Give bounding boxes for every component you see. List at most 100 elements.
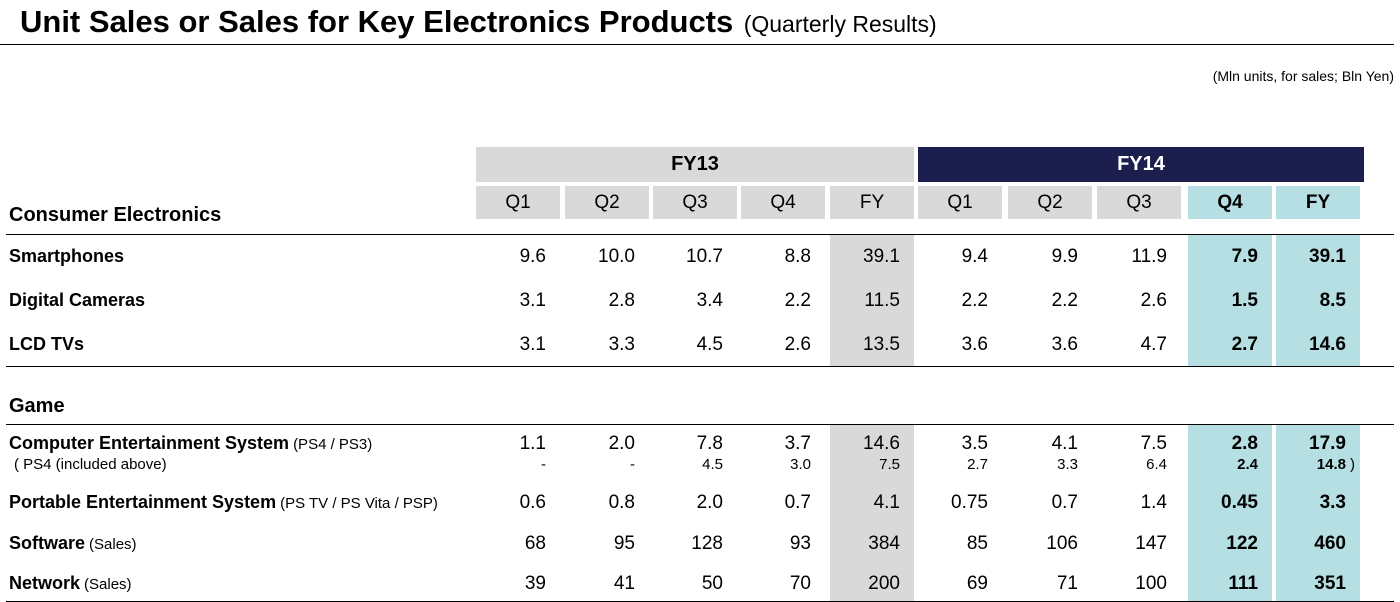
- table-cell: 3.3: [1319, 492, 1346, 513]
- title-main: Unit Sales or Sales for Key Electronics …: [20, 4, 734, 39]
- sub-table-cell: 3.3: [1057, 456, 1078, 473]
- table-cell: 13.5: [863, 334, 900, 355]
- column-header-fy13-q1: Q1: [476, 186, 560, 219]
- table-cell: 351: [1314, 573, 1346, 594]
- table-cell: 2.2: [1051, 290, 1078, 311]
- fy13-total-column-band: [830, 424, 914, 602]
- table-cell: 39.1: [863, 246, 900, 267]
- fy14-total-column-band: [1276, 424, 1360, 602]
- table-cell: 39.1: [1309, 246, 1346, 267]
- fy14-q4-column-band: [1188, 424, 1272, 602]
- table-cell: 1.5: [1231, 290, 1258, 311]
- table-cell: 0.7: [1051, 492, 1078, 513]
- row-label-text: Network: [9, 573, 81, 593]
- page-title: Unit Sales or Sales for Key Electronics …: [20, 4, 937, 46]
- table-cell: 14.6: [1309, 334, 1346, 355]
- table-cell: 100: [1135, 573, 1167, 594]
- table-cell: 3.1: [519, 290, 546, 311]
- table-cell: 2.7: [1231, 334, 1258, 355]
- table-cell: 106: [1046, 533, 1078, 554]
- table-cell: 0.75: [951, 492, 988, 513]
- table-cell: 147: [1135, 533, 1167, 554]
- table-cell: 10.0: [598, 246, 635, 267]
- table-cell: 2.2: [961, 290, 988, 311]
- section-title: Game: [9, 395, 65, 417]
- fy14-q4-column-band: [1188, 235, 1272, 366]
- sub-table-cell: 14.8: [1316, 456, 1346, 473]
- table-cell: 39: [524, 573, 546, 594]
- table-cell: 3.7: [784, 433, 811, 454]
- table-rule: [6, 424, 1394, 425]
- table-cell: 4.5: [696, 334, 723, 355]
- table-cell: 4.7: [1140, 334, 1167, 355]
- table-cell: 50: [701, 573, 723, 594]
- sub-table-cell: 7.5: [879, 456, 900, 473]
- row-label: Portable Entertainment System (PS TV / PS…: [9, 492, 438, 513]
- row-label-text: LCD TVs: [9, 334, 85, 354]
- units-note: (Mln units, for sales; Bln Yen): [1212, 68, 1394, 84]
- table-cell: 9.9: [1051, 246, 1078, 267]
- table-cell: 0.6: [519, 492, 546, 513]
- sub-table-cell: -: [541, 456, 546, 473]
- row-label: Digital Cameras: [9, 290, 145, 311]
- row-label: LCD TVs: [9, 334, 84, 355]
- column-header-fy13-fy: FY: [830, 186, 914, 219]
- table-cell: 68: [524, 533, 546, 554]
- table-cell: 3.3: [608, 334, 635, 355]
- table-cell: 3.4: [696, 290, 723, 311]
- table-cell: 2.8: [608, 290, 635, 311]
- row-label: Computer Entertainment System (PS4 / PS3): [9, 433, 372, 454]
- table-cell: 9.4: [961, 246, 988, 267]
- row-label-note: (Sales): [89, 536, 137, 553]
- title-divider: [0, 44, 1394, 45]
- table-cell: 85: [966, 533, 988, 554]
- row-label-text: Software: [9, 533, 86, 553]
- fy14-total-column-band: [1276, 235, 1360, 366]
- table-cell: 70: [789, 573, 811, 594]
- table-cell: 0.8: [608, 492, 635, 513]
- table-cell: 7.9: [1231, 246, 1258, 267]
- sub-table-cell: 6.4: [1146, 456, 1167, 473]
- table-cell: 460: [1314, 533, 1346, 554]
- table-cell: 8.5: [1319, 290, 1346, 311]
- table-cell: 200: [868, 573, 900, 594]
- table-rule: [6, 366, 1394, 367]
- row-label-note: (Sales): [84, 576, 132, 593]
- table-cell: 2.8: [1231, 433, 1258, 454]
- sub-row-label: ( PS4 (included above): [14, 456, 167, 473]
- table-cell: 0.7: [784, 492, 811, 513]
- column-header-fy14-q4: Q4: [1188, 186, 1272, 219]
- table-cell: 3.6: [961, 334, 988, 355]
- sub-row-close-paren: ): [1350, 456, 1355, 473]
- table-cell: 8.8: [784, 246, 811, 267]
- table-cell: 14.6: [863, 433, 900, 454]
- table-cell: 93: [789, 533, 811, 554]
- row-label-note: (PS4 / PS3): [293, 436, 373, 453]
- fy13-total-column-band: [830, 235, 914, 366]
- row-label-text: Portable Entertainment System: [9, 492, 277, 512]
- sub-table-cell: -: [630, 456, 635, 473]
- fiscal-year-header-fy14: FY14: [918, 147, 1364, 182]
- sub-table-cell: 2.7: [967, 456, 988, 473]
- table-cell: 10.7: [686, 246, 723, 267]
- table-cell: 95: [613, 533, 635, 554]
- table-cell: 7.5: [1140, 433, 1167, 454]
- row-label: Smartphones: [9, 246, 124, 267]
- table-cell: 2.6: [1140, 290, 1167, 311]
- table-cell: 122: [1226, 533, 1258, 554]
- column-header-fy14-q2: Q2: [1008, 186, 1092, 219]
- row-label: Network (Sales): [9, 573, 132, 594]
- table-cell: 2.0: [696, 492, 723, 513]
- table-cell: 9.6: [519, 246, 546, 267]
- sub-table-cell: 3.0: [790, 456, 811, 473]
- table-cell: 111: [1228, 573, 1258, 594]
- table-cell: 11.9: [1131, 246, 1167, 267]
- row-label-text: Smartphones: [9, 246, 125, 266]
- table-cell: 384: [868, 533, 900, 554]
- column-header-fy13-q2: Q2: [565, 186, 649, 219]
- column-header-fy14-fy: FY: [1276, 186, 1360, 219]
- row-label: Software (Sales): [9, 533, 137, 554]
- table-cell: 2.0: [608, 433, 635, 454]
- table-cell: 3.5: [961, 433, 988, 454]
- row-label-note: (PS TV / PS Vita / PSP): [280, 495, 438, 512]
